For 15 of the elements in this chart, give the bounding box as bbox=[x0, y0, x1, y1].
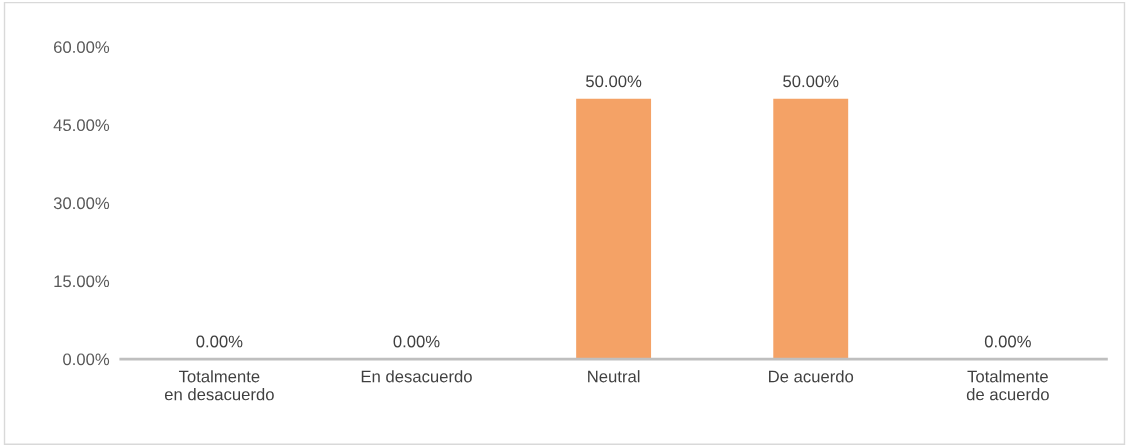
y-tick-label: 15.00% bbox=[54, 275, 110, 288]
x-tick-label: Totalmente de acuerdo bbox=[966, 370, 1049, 401]
x-tick-label: De acuerdo bbox=[769, 370, 854, 383]
data-label: 50.00% bbox=[783, 75, 839, 88]
data-label: 0.00% bbox=[393, 335, 440, 348]
y-tick-label: 30.00% bbox=[53, 197, 110, 210]
data-label: 0.00% bbox=[984, 335, 1031, 348]
y-tick-label: 0.00% bbox=[63, 353, 110, 366]
x-tick-label: Totalmente en desacuerdo bbox=[164, 370, 274, 401]
x-tick-label: En desacuerdo bbox=[361, 370, 472, 383]
y-tick-label: 60.00% bbox=[54, 41, 110, 54]
x-tick-label: Neutral bbox=[588, 370, 640, 383]
y-tick-label: 45.00% bbox=[53, 119, 110, 132]
data-label: 50.00% bbox=[586, 75, 642, 88]
data-label: 0.00% bbox=[196, 335, 243, 348]
